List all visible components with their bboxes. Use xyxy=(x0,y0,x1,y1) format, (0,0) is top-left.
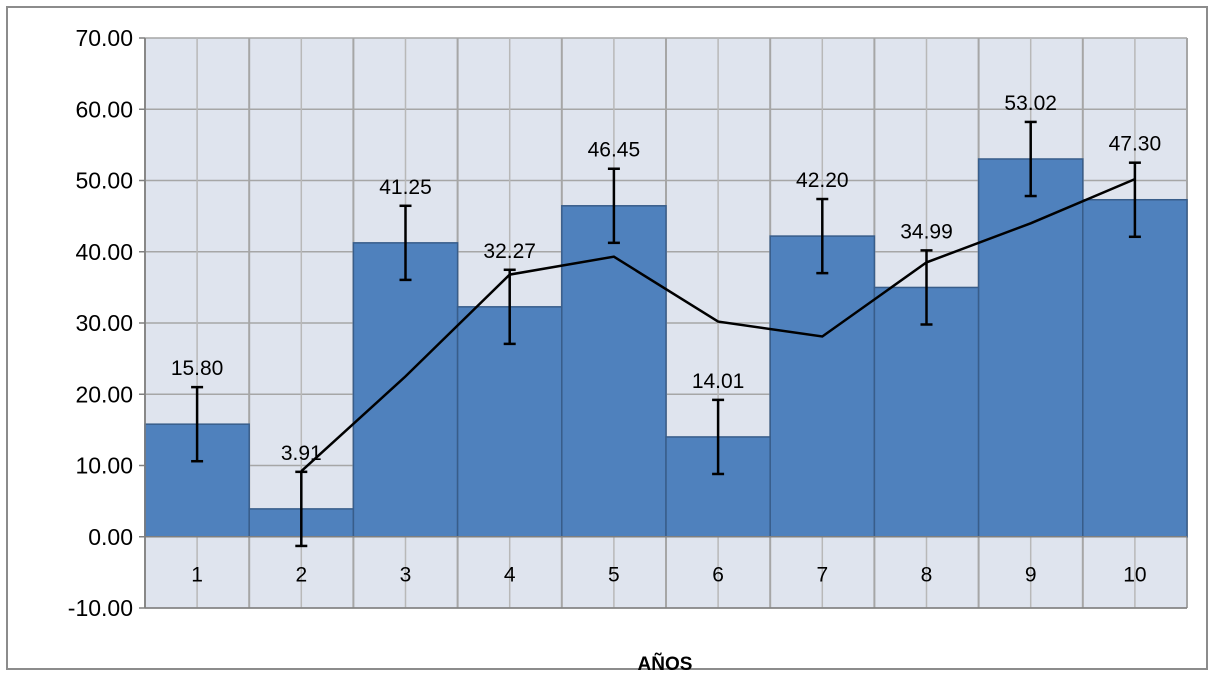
bar-5 xyxy=(561,205,667,538)
data-label: 47.30 xyxy=(1109,133,1162,156)
data-label: 42.20 xyxy=(796,169,849,192)
y-tick-label: 20.00 xyxy=(75,381,133,407)
bar-10 xyxy=(1082,198,1188,538)
data-label: 41.25 xyxy=(379,176,432,199)
x-category-label: 5 xyxy=(608,564,620,587)
x-category-label: 6 xyxy=(712,564,724,587)
y-tick-label: 70.00 xyxy=(75,25,133,51)
data-label: 14.01 xyxy=(692,370,745,393)
y-tick-label: 60.00 xyxy=(75,96,133,122)
data-label: 3.91 xyxy=(281,442,322,465)
x-category-label: 8 xyxy=(921,564,933,587)
bar-7 xyxy=(769,235,876,538)
y-tick-label: 50.00 xyxy=(75,168,133,194)
x-axis-title: AÑOS xyxy=(638,653,693,675)
data-label: 53.02 xyxy=(1004,92,1057,115)
x-category-label: 10 xyxy=(1123,564,1146,587)
bar-8 xyxy=(873,286,980,538)
y-tick-label: 0.00 xyxy=(88,524,133,550)
data-label: 15.80 xyxy=(171,357,224,380)
data-label: 32.27 xyxy=(483,240,536,263)
x-category-label: 3 xyxy=(400,564,412,587)
x-category-label: 1 xyxy=(191,564,203,587)
y-tick-label: 10.00 xyxy=(75,453,133,479)
bar-4 xyxy=(456,306,563,538)
trend-line-series xyxy=(300,177,1136,473)
y-axis: -10.00 0.00 10.00 20.00 30.00 40.00 50.00 60.00… xyxy=(68,25,146,621)
x-category-label: 2 xyxy=(295,564,307,587)
y-tick-label: -10.00 xyxy=(68,595,133,621)
x-axis: 1 2 3 4 5 6 7 8 9 10 xyxy=(145,564,1187,609)
data-labels: 15.80 3.91 41.25 32.27 46.45 14.01 42.20 34.99 5… xyxy=(171,92,1161,465)
x-category-label: 7 xyxy=(816,564,828,587)
bar-9 xyxy=(977,158,1084,538)
bar-1 xyxy=(144,423,250,538)
data-label: 46.45 xyxy=(588,139,641,162)
bar-3 xyxy=(352,242,459,538)
y-tick-label: 30.00 xyxy=(75,310,133,336)
trend-line xyxy=(300,177,1136,473)
y-tick-label: 40.00 xyxy=(75,239,133,265)
data-label: 34.99 xyxy=(900,220,953,243)
x-category-label: 9 xyxy=(1025,564,1037,587)
x-category-label: 4 xyxy=(504,564,516,587)
error-bars xyxy=(191,120,1141,548)
